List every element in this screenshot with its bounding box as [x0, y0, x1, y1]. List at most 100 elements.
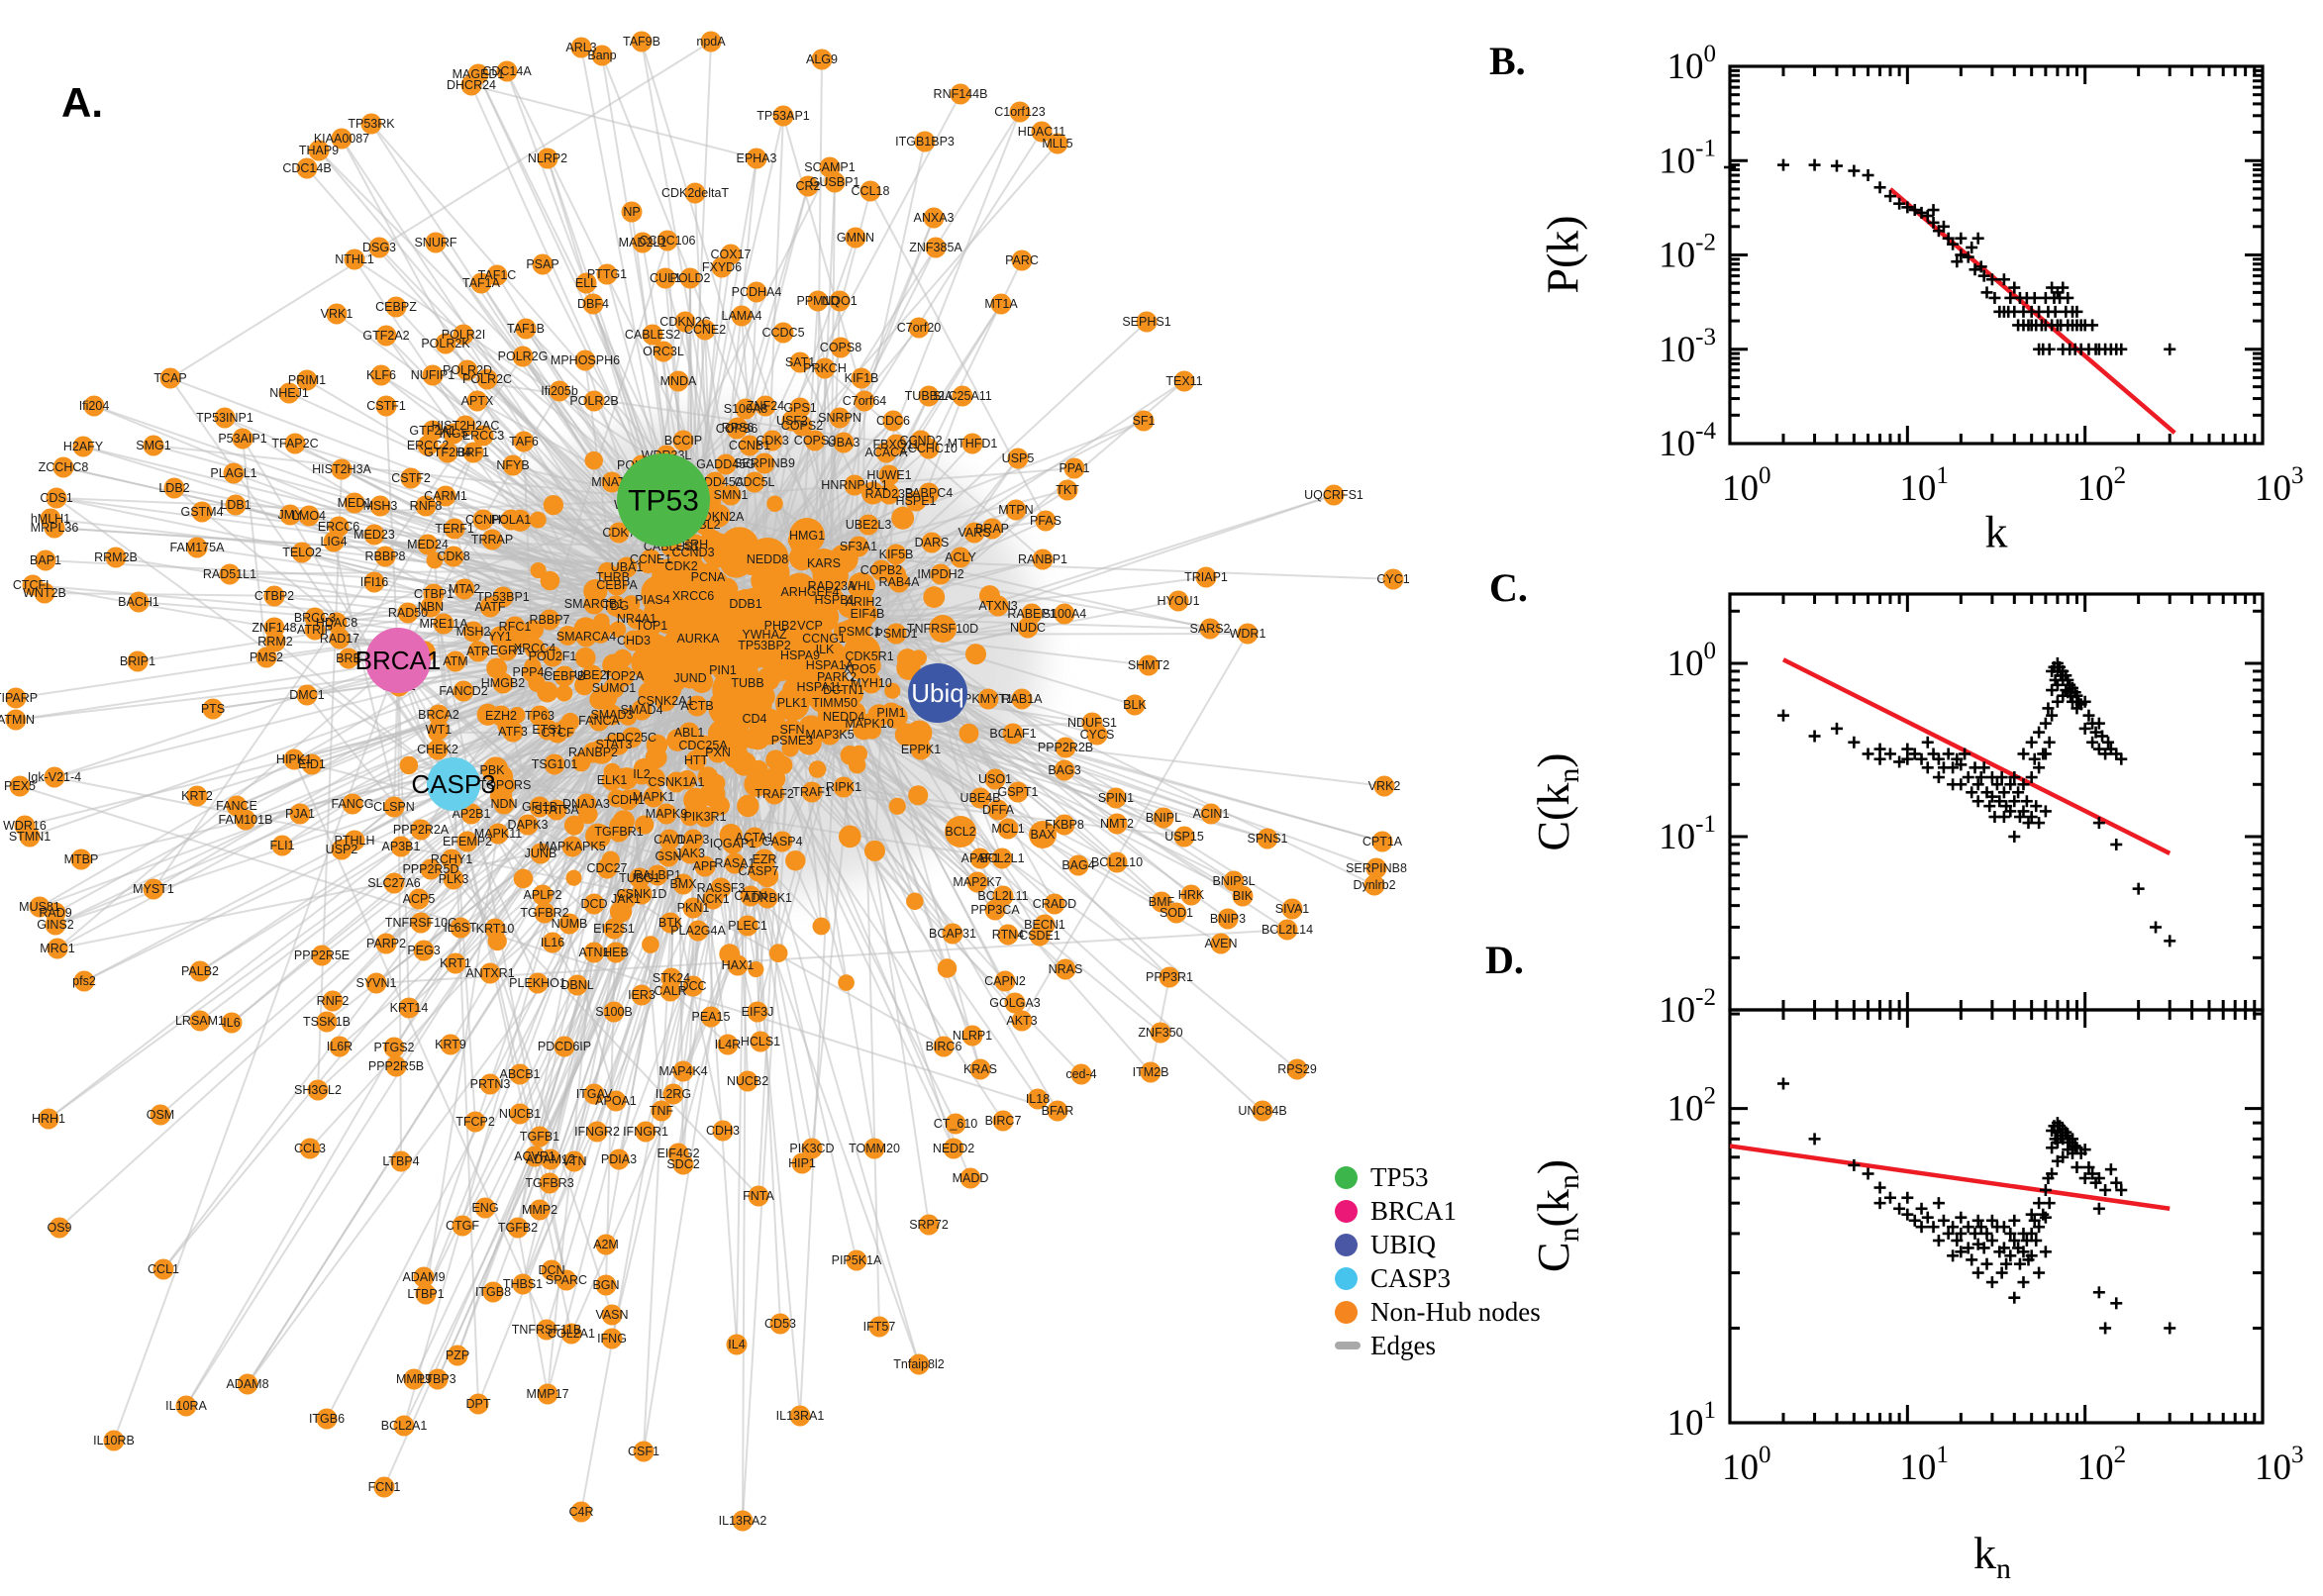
- svg-text:ACVR1: ACVR1: [514, 1149, 556, 1163]
- legend-item-label: UBIQ: [1370, 1229, 1436, 1259]
- svg-text:CDS1: CDS1: [40, 491, 72, 505]
- svg-text:SFN: SFN: [780, 723, 805, 737]
- svg-text:SDC2: SDC2: [666, 1157, 699, 1171]
- svg-text:BNIPL: BNIPL: [1146, 811, 1181, 825]
- svg-text:101: 101: [1667, 1397, 1717, 1444]
- hub-label-brca1: BRCA1: [355, 646, 442, 675]
- svg-text:PLAGL1: PLAGL1: [210, 466, 256, 480]
- svg-text:Igk-V21-4: Igk-V21-4: [28, 770, 81, 784]
- svg-text:MT1A: MT1A: [984, 297, 1018, 311]
- svg-text:TAF1A: TAF1A: [462, 276, 501, 290]
- svg-text:CSDE1: CSDE1: [1019, 929, 1060, 943]
- svg-text:PCNA: PCNA: [691, 570, 726, 584]
- svg-text:EZH2: EZH2: [485, 709, 517, 723]
- svg-text:RPS29: RPS29: [1277, 1062, 1317, 1076]
- svg-text:NHEJ1: NHEJ1: [269, 386, 309, 400]
- svg-text:100: 100: [1667, 638, 1717, 684]
- svg-text:IL6ST: IL6ST: [444, 921, 477, 935]
- svg-text:YY1: YY1: [488, 630, 512, 644]
- svg-text:TAF1B: TAF1B: [507, 322, 545, 336]
- svg-text:PEA15: PEA15: [692, 1010, 731, 1024]
- svg-text:BACH1: BACH1: [118, 595, 159, 609]
- svg-text:COPS8: COPS8: [820, 341, 861, 354]
- svg-text:WT1: WT1: [426, 723, 452, 737]
- svg-text:EPHA3: EPHA3: [737, 151, 777, 165]
- svg-text:PLEKHO1: PLEKHO1: [509, 976, 566, 990]
- svg-text:CDH3: CDH3: [706, 1124, 740, 1138]
- svg-text:APTX: APTX: [461, 394, 494, 408]
- svg-text:CD4: CD4: [742, 712, 766, 726]
- svg-text:CDC5L: CDC5L: [735, 475, 775, 489]
- svg-text:TOP1: TOP1: [636, 619, 667, 633]
- svg-text:IFT57: IFT57: [863, 1320, 896, 1334]
- svg-text:CTCF: CTCF: [541, 726, 574, 740]
- svg-text:DARS: DARS: [915, 536, 950, 549]
- svg-text:EIF4B: EIF4B: [851, 607, 885, 621]
- legend-item-non-hub-nodes: Non-Hub nodes: [1335, 1295, 1541, 1329]
- svg-text:TCAP: TCAP: [153, 371, 186, 385]
- svg-text:FAM101B: FAM101B: [219, 813, 273, 827]
- svg-text:BIRC6: BIRC6: [926, 1040, 962, 1053]
- legend-node-swatch-icon: [1335, 1300, 1358, 1324]
- svg-text:102: 102: [1667, 1083, 1717, 1130]
- legend-node-swatch-icon: [1335, 1266, 1358, 1290]
- svg-text:POLA1: POLA1: [491, 513, 531, 527]
- svg-text:POLR2B: POLR2B: [569, 394, 618, 408]
- svg-text:PARP2: PARP2: [366, 937, 406, 950]
- svg-text:SF3A1: SF3A1: [840, 540, 877, 553]
- svg-text:PRKCH: PRKCH: [803, 361, 847, 375]
- svg-text:KRT9: KRT9: [435, 1038, 466, 1051]
- svg-text:TNFRSF11B: TNFRSF11B: [512, 1323, 582, 1337]
- svg-text:PZP: PZP: [446, 1348, 469, 1362]
- svg-text:RRM2: RRM2: [257, 635, 292, 648]
- axis-label-pk: P(k): [1537, 215, 1588, 294]
- svg-text:RAB4A: RAB4A: [879, 575, 921, 589]
- svg-text:ACP5: ACP5: [403, 892, 436, 906]
- svg-text:MAP4K4: MAP4K4: [658, 1064, 707, 1078]
- svg-text:LRSAM1: LRSAM1: [175, 1014, 225, 1028]
- svg-text:PARC: PARC: [1005, 253, 1039, 267]
- svg-text:HSPE1: HSPE1: [896, 494, 937, 508]
- svg-text:IL16: IL16: [541, 936, 564, 949]
- svg-text:KRT10: KRT10: [476, 922, 515, 936]
- svg-text:HMG1: HMG1: [789, 529, 825, 543]
- svg-text:SNRPN: SNRPN: [818, 411, 861, 425]
- svg-text:PIAS4: PIAS4: [635, 593, 669, 607]
- svg-text:CSF1: CSF1: [628, 1445, 659, 1458]
- svg-text:CCNG1: CCNG1: [802, 632, 846, 646]
- svg-text:SLC27A6: SLC27A6: [367, 876, 421, 890]
- svg-text:101: 101: [1899, 462, 1949, 509]
- svg-text:BNIP3L: BNIP3L: [1212, 874, 1255, 888]
- svg-text:RNF2: RNF2: [317, 994, 350, 1008]
- svg-text:PEG3: PEG3: [407, 944, 440, 957]
- svg-text:CAPN2: CAPN2: [984, 974, 1026, 988]
- svg-text:CTGF: CTGF: [446, 1219, 479, 1233]
- svg-text:POLD2: POLD2: [670, 271, 711, 285]
- svg-text:CDK2deltaT: CDK2deltaT: [661, 186, 729, 200]
- svg-text:MAP2K7: MAP2K7: [953, 875, 1001, 889]
- svg-text:102: 102: [2077, 1442, 2127, 1488]
- svg-text:CTBP2: CTBP2: [254, 589, 294, 603]
- svg-text:VHL: VHL: [850, 579, 873, 593]
- svg-text:FANCE: FANCE: [216, 799, 257, 813]
- svg-text:ANTXR1: ANTXR1: [465, 966, 514, 980]
- axis-label-kn: kn: [1973, 1527, 2011, 1586]
- svg-text:BCLAF1: BCLAF1: [989, 727, 1036, 741]
- svg-text:CEBPZ: CEBPZ: [375, 300, 417, 314]
- svg-text:KIF1B: KIF1B: [845, 371, 879, 385]
- svg-text:BCL2A1: BCL2A1: [381, 1419, 428, 1433]
- svg-text:TRAF2: TRAF2: [755, 787, 794, 801]
- svg-text:LDB2: LDB2: [158, 481, 189, 495]
- svg-text:TELO2: TELO2: [282, 546, 322, 559]
- svg-text:PDIA3: PDIA3: [601, 1152, 637, 1166]
- svg-text:BRF1: BRF1: [457, 446, 489, 459]
- scatter-points-b: [1724, 158, 2176, 355]
- svg-text:FAM175A: FAM175A: [170, 541, 226, 554]
- svg-text:DHCR24: DHCR24: [447, 78, 496, 92]
- svg-text:FKBP8: FKBP8: [1045, 818, 1084, 832]
- svg-text:CABLES2: CABLES2: [625, 328, 680, 342]
- svg-text:KRT14: KRT14: [390, 1001, 429, 1015]
- svg-text:HCLS1: HCLS1: [741, 1035, 780, 1048]
- svg-text:EID1: EID1: [298, 757, 326, 771]
- svg-text:Ifi204: Ifi204: [79, 399, 110, 413]
